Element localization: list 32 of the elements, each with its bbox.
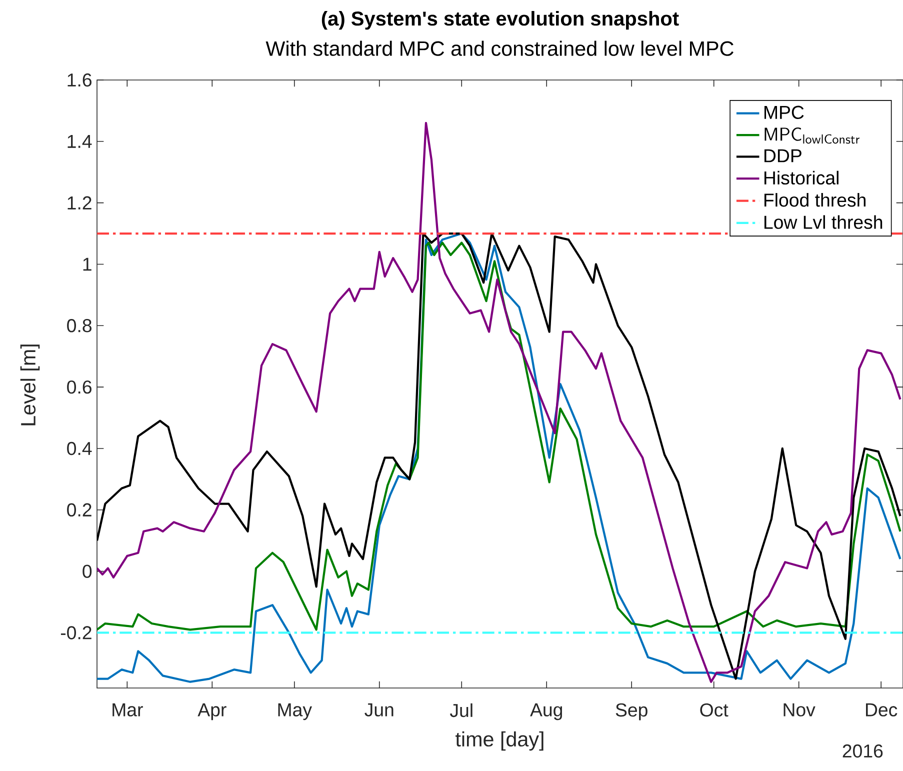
y-tick-label: 0.6 [67, 380, 92, 394]
y-tick-label: 0 [82, 564, 92, 578]
legend-label: Flood thresh [764, 193, 866, 207]
x-tick-label: Nov [784, 703, 816, 716]
legend-label: Low Lvl thresh [764, 215, 882, 229]
x-tick-label: May [278, 703, 312, 720]
x-tick-label: Jul [450, 703, 472, 718]
x-tick-label: Mar [112, 703, 143, 716]
x-tick-label: Jun [364, 703, 394, 716]
legend-label: MPC [764, 106, 804, 120]
y-tick-label: 1.4 [68, 134, 92, 148]
legend-label: DDP [764, 149, 802, 162]
chart-title: (a) System's state evolution snapshot [322, 11, 679, 30]
text: 2016 [842, 744, 883, 758]
line-series [97, 122, 902, 683]
y-tick-label: 1 [83, 258, 92, 271]
x-tick-label: Apr [198, 703, 226, 720]
y-tick-label: 1.2 [68, 196, 92, 210]
y-tick-label: -0.2 [60, 626, 92, 640]
y-tick-label: 0.8 [67, 319, 92, 332]
chart-subtitle: With standard MPC and constrained low level MPC [266, 40, 734, 56]
y-axis-title: Level [m] [20, 344, 40, 426]
x-tick-label: Oct [700, 703, 728, 717]
legend-label: $\mathsf{MPC}_{\mathsf{lowlConstr}}$ [764, 127, 860, 144]
x-axis-title: time [day] [456, 731, 544, 751]
y-tick-label: 0.4 [67, 442, 92, 456]
y-tick-label: 1.6 [68, 73, 92, 87]
legend-label: Historical [764, 170, 838, 185]
x-tick-label: Sep [616, 703, 648, 720]
y-tick-label: 0.2 [67, 503, 92, 517]
x-tick-label: Aug [530, 703, 562, 720]
x-tick-label: Dec [866, 703, 898, 716]
